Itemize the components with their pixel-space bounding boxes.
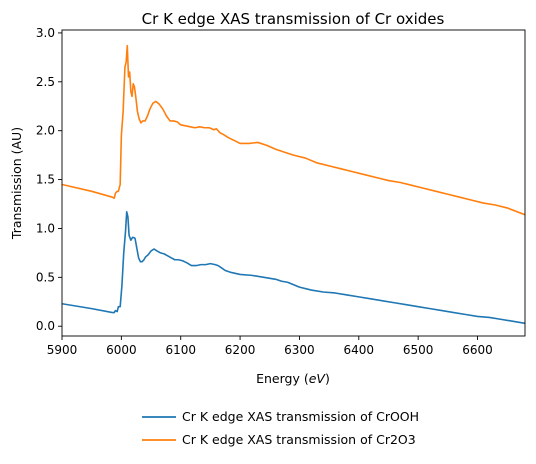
y-tick-label: 2.5 bbox=[36, 75, 55, 89]
legend: Cr K edge XAS transmission of CrOOH Cr K… bbox=[142, 409, 419, 447]
y-tick-label: 1.5 bbox=[36, 173, 55, 187]
y-tick-label: 3.0 bbox=[36, 26, 55, 40]
y-tick-label: 1.0 bbox=[36, 221, 55, 235]
y-tick-label: 0.0 bbox=[36, 319, 55, 333]
legend-label-cr2o3: Cr K edge XAS transmission of Cr2O3 bbox=[182, 432, 416, 447]
x-tick-label: 6100 bbox=[165, 343, 196, 357]
y-axis-label: Transmission (AU) bbox=[9, 127, 24, 240]
x-tick-label: 6000 bbox=[106, 343, 137, 357]
y-tick-label: 0.5 bbox=[36, 270, 55, 284]
series-line-cr2o3 bbox=[62, 44, 525, 216]
legend-label-crooh: Cr K edge XAS transmission of CrOOH bbox=[182, 409, 419, 424]
x-tick-label: 6600 bbox=[462, 343, 493, 357]
x-tick-label: 6400 bbox=[344, 343, 375, 357]
y-tick-label: 2.0 bbox=[36, 124, 55, 138]
plot-area-frame bbox=[61, 29, 526, 337]
x-axis-label: Energy (eV) bbox=[256, 371, 330, 386]
x-tick-label: 6200 bbox=[225, 343, 256, 357]
x-tick-label: 5900 bbox=[47, 343, 78, 357]
series-line-crooh bbox=[62, 211, 525, 325]
x-tick-label: 6300 bbox=[284, 343, 315, 357]
x-tick-label: 6500 bbox=[403, 343, 434, 357]
chart-title: Cr K edge XAS transmission of Cr oxides bbox=[142, 10, 445, 28]
